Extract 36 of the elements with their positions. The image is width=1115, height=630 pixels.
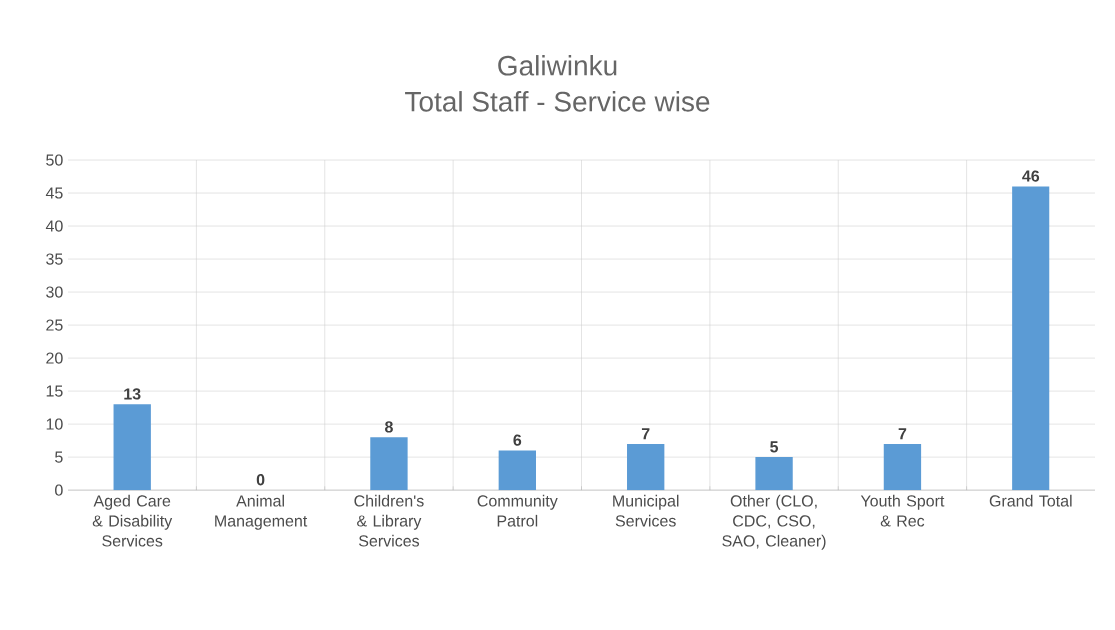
y-tick-label: 30 <box>46 286 63 298</box>
data-label: 46 <box>1022 170 1040 182</box>
data-label: 8 <box>385 421 393 433</box>
data-label: 5 <box>770 441 779 453</box>
chart-title: Galiwinku <box>498 54 617 76</box>
x-tick-label: Youth Sport & Rec <box>860 494 945 527</box>
x-tick-label: Animal Management <box>215 494 308 530</box>
bar <box>627 443 665 491</box>
data-label: 13 <box>124 388 141 400</box>
x-tick-label: Children's & Library Services <box>354 494 424 547</box>
bar <box>370 437 408 491</box>
bar <box>113 404 151 491</box>
y-tick-label: 15 <box>46 385 63 397</box>
y-tick-label: 10 <box>46 418 63 430</box>
data-label: 6 <box>513 434 522 446</box>
x-tick-label: Other (CLO, CDC, CSO, SAO, Cleaner) <box>722 494 826 550</box>
y-tick-label: 40 <box>45 220 63 232</box>
bar <box>755 457 793 491</box>
y-tick-label: 50 <box>46 154 63 166</box>
x-tick-label: Municipal Services <box>613 494 679 527</box>
y-tick-label: 20 <box>46 352 63 364</box>
data-label: 7 <box>641 428 650 440</box>
y-tick-label: 0 <box>55 484 63 496</box>
x-tick-label: Community Patrol <box>477 494 558 527</box>
data-label: 7 <box>898 428 907 440</box>
y-tick-label: 25 <box>46 319 63 331</box>
bar <box>1012 186 1050 491</box>
data-label: 0 <box>256 474 265 486</box>
y-tick-label: 45 <box>45 187 63 199</box>
bar <box>883 443 922 491</box>
x-tick-label: Grand Total <box>989 494 1072 507</box>
chart-subtitle: Total Staff - Service wise <box>405 90 710 112</box>
x-tick-label: Aged Care & Disability Services <box>92 494 173 547</box>
y-tick-label: 35 <box>46 253 63 265</box>
y-tick-label: 5 <box>55 451 63 463</box>
bar <box>498 450 536 491</box>
